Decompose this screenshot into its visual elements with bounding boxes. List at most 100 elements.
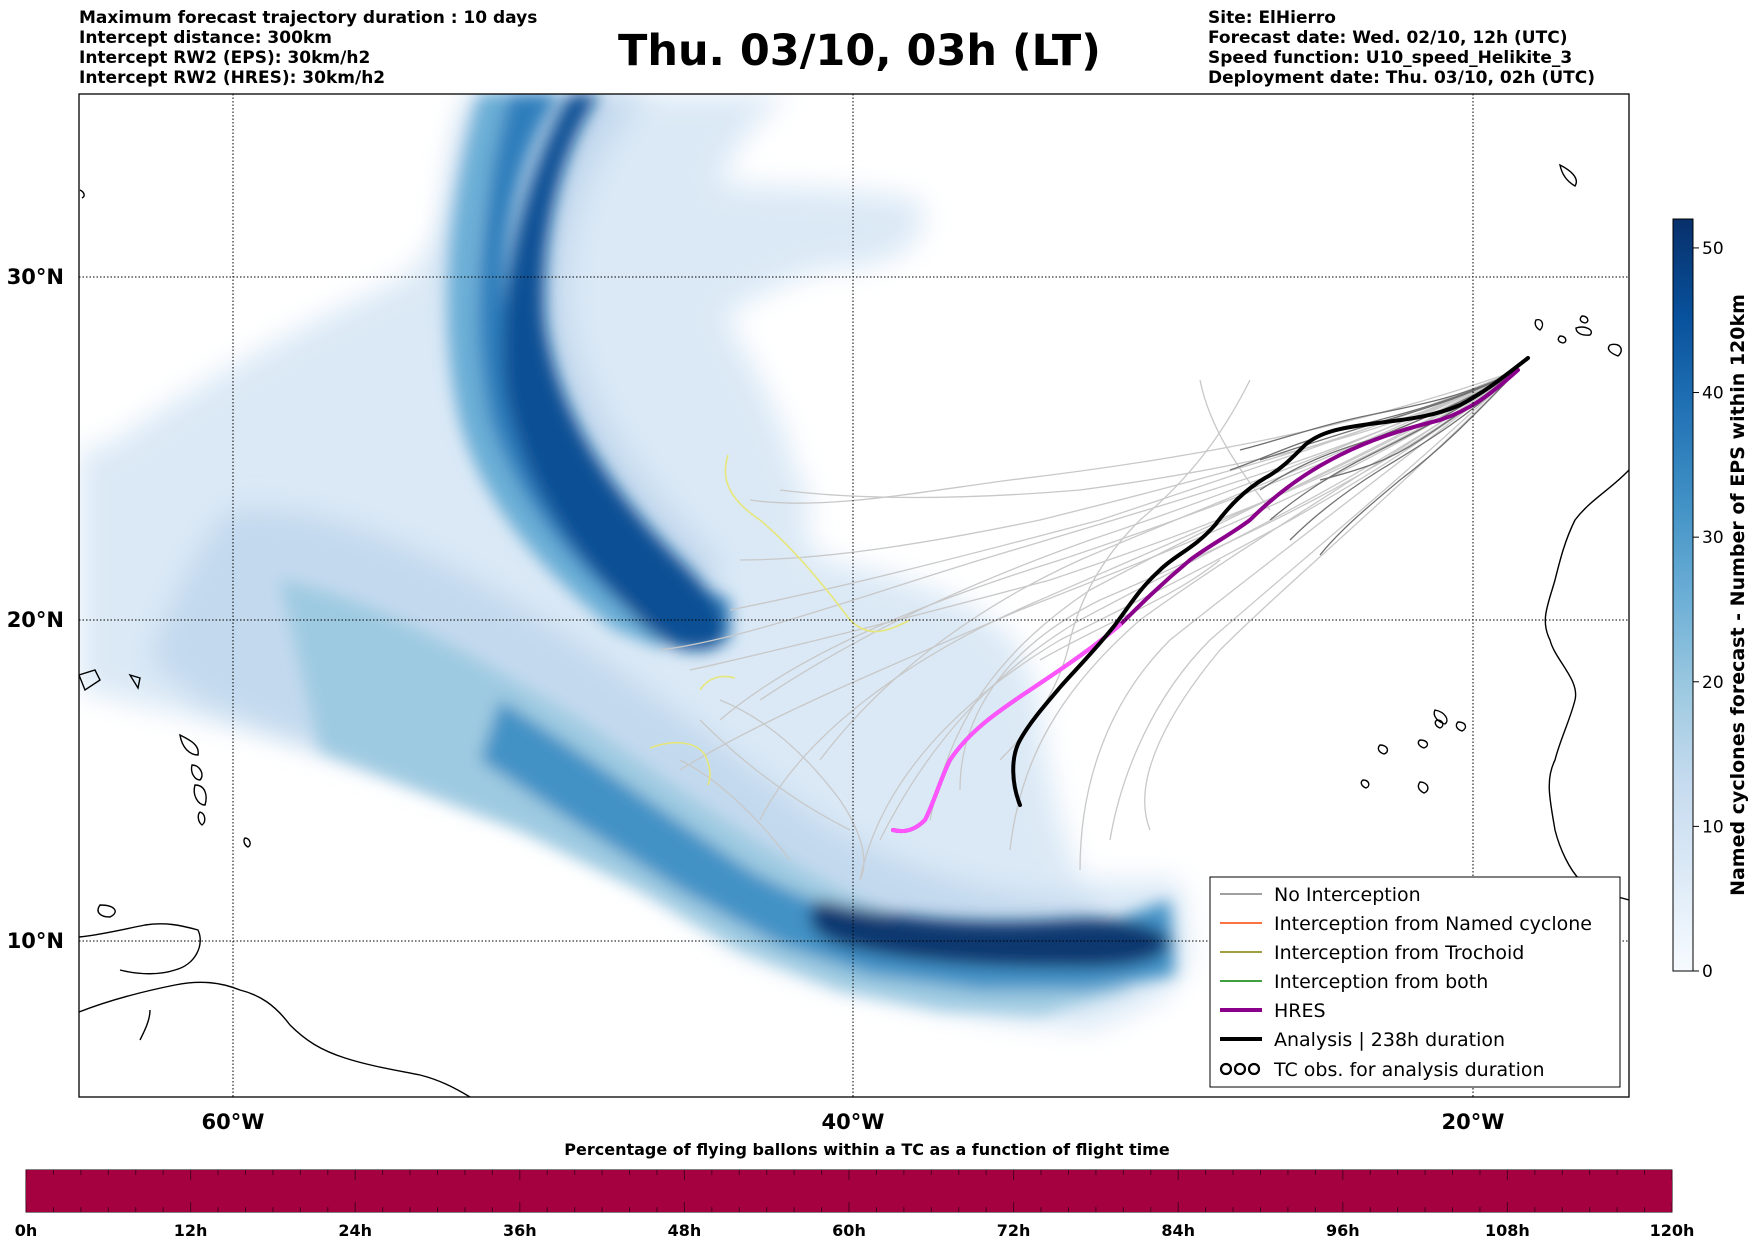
- flight-time-bar: Percentage of flying ballons within a TC…: [15, 1140, 1695, 1240]
- density-south-band-core: [809, 900, 1170, 969]
- island-cape-verde: [1417, 739, 1429, 749]
- lat-label-10n: 10°N: [7, 929, 64, 953]
- map-frame: [78, 93, 1630, 1098]
- legend-box: [1209, 876, 1621, 1088]
- colorbar-ticks: 50 40 30 20 10 0: [1693, 239, 1724, 982]
- legend-label-analysis: Analysis | 238h duration: [1274, 1029, 1505, 1051]
- coastlines: [79, 163, 1629, 1097]
- eps-track: [819, 369, 1519, 761]
- density-core: [280, 94, 1175, 1015]
- header-right-line-3: Speed function: U10_speed_Helikite_3: [1208, 48, 1573, 68]
- header-right-line-1: Site: ElHierro: [1208, 8, 1336, 28]
- colorbar-label: Named cyclones forecast - Number of EPS …: [1727, 294, 1749, 896]
- density-level-2-band: [446, 94, 720, 640]
- header-right-line-4: Deployment date: Thu. 03/10, 02h (UTC): [1208, 68, 1595, 88]
- eps-track: [689, 369, 1519, 671]
- island: [243, 837, 251, 848]
- island: [193, 784, 207, 806]
- eps-track: [1319, 369, 1519, 556]
- colorbar-gradient: [1672, 218, 1694, 972]
- legend-label-tc-obs: TC obs. for analysis duration: [1273, 1059, 1545, 1081]
- lat-label-20n: 20°N: [7, 608, 64, 632]
- bar-tick-label: 36h: [503, 1221, 537, 1240]
- bar-tick-label: 96h: [1326, 1221, 1360, 1240]
- header-left-line-2: Intercept distance: 300km: [79, 28, 332, 48]
- island-cape-verde: [1455, 721, 1467, 732]
- cyclone-density-field: [79, 94, 1190, 1030]
- eps-track: [1289, 369, 1519, 541]
- island: [128, 673, 141, 690]
- colorbar-tick-label: 20: [1702, 673, 1724, 693]
- legend-label-hres: HRES: [1274, 1000, 1326, 1022]
- bar-tick-label: 108h: [1485, 1221, 1530, 1240]
- axis-labels: 30°N 20°N 10°N 60°W 40°W 20°W: [7, 265, 1505, 1134]
- island-canary: [1575, 326, 1592, 336]
- island-cape-verde: [1434, 719, 1444, 729]
- eps-track: [1239, 369, 1519, 451]
- eps-track: [1109, 369, 1519, 841]
- island-martinique: [179, 733, 199, 756]
- eps-track: [959, 369, 1519, 791]
- legend-label-both: Interception from both: [1274, 971, 1488, 993]
- island-cape-verde: [1433, 709, 1448, 725]
- header-left-line-3: Intercept RW2 (EPS): 30km/h2: [79, 48, 371, 68]
- eps-track: [759, 369, 1519, 821]
- eps-track: [929, 369, 1519, 821]
- eps-track: [859, 369, 1519, 881]
- eps-track: [679, 369, 1519, 771]
- bar-tick-label: 24h: [338, 1221, 372, 1240]
- island-canary: [1534, 318, 1544, 331]
- coast-fragment: [139, 1009, 151, 1041]
- eps-track: [659, 369, 1519, 651]
- island-cape-verde: [1417, 781, 1429, 794]
- density-north-band-outer: [448, 94, 665, 650]
- bar-tick-label: 84h: [1161, 1221, 1195, 1240]
- analysis-track: [1011, 356, 1530, 807]
- colorbar: 50 40 30 20 10 0 Named cyclones forecast - Nu…: [1672, 218, 1749, 982]
- header-info-right: Site: ElHierro Forecast date: Wed. 02/10…: [1208, 8, 1595, 88]
- colorbar-tick-label: 0: [1702, 962, 1713, 982]
- island: [79, 669, 101, 692]
- africa-coast: [1544, 469, 1629, 901]
- island-cape-verde: [1360, 779, 1370, 789]
- yellow-track: [699, 675, 736, 691]
- coast-fragment: [79, 189, 85, 199]
- eps-tracks-light: [659, 369, 1519, 881]
- bar-tick-label: 120h: [1650, 1221, 1695, 1240]
- island: [197, 811, 206, 826]
- lon-label-60w: 60°W: [202, 1110, 265, 1134]
- header-left-line-1: Maximum forecast trajectory duration : 1…: [79, 8, 538, 28]
- south-america-coast: [79, 981, 471, 1097]
- island-madeira: [1559, 163, 1577, 187]
- density-north-band-mid: [478, 94, 730, 650]
- bar-tick-label: 0h: [15, 1221, 38, 1240]
- island: [97, 904, 116, 918]
- map-area[interactable]: [78, 93, 1630, 1098]
- lat-label-30n: 30°N: [7, 265, 64, 289]
- density-northeast-lobe: [560, 170, 924, 330]
- density-north-band-core: [502, 94, 725, 651]
- bar-tick-label: 48h: [668, 1221, 702, 1240]
- eps-track: [1199, 379, 1271, 511]
- header-info-left: Maximum forecast trajectory duration : 1…: [79, 8, 537, 88]
- yellow-tracks: [649, 454, 911, 786]
- yellow-track: [724, 454, 911, 633]
- island-cape-verde: [1377, 744, 1389, 755]
- lon-label-20w: 20°W: [1442, 1110, 1505, 1134]
- flight-time-bar-title: Percentage of flying ballons within a TC…: [564, 1140, 1170, 1159]
- eps-track: [1079, 369, 1519, 871]
- legend: No Interception Interception from Named …: [1209, 876, 1621, 1088]
- caribbean-coast: [79, 923, 201, 975]
- header-right-line-2: Forecast date: Wed. 02/10, 12h (UTC): [1208, 28, 1568, 48]
- hres-track-recent: [891, 623, 1122, 834]
- header-left-line-4: Intercept RW2 (HRES): 30km/h2: [79, 68, 386, 88]
- colorbar-tick-label: 30: [1702, 528, 1724, 548]
- eps-track: [879, 369, 1519, 841]
- colorbar-tick-label: 40: [1702, 384, 1724, 404]
- colorbar-tick-label: 10: [1702, 817, 1724, 837]
- map-content: [79, 94, 1629, 1097]
- tc-obs-icon: [1219, 1062, 1261, 1076]
- island: [190, 764, 203, 781]
- flight-time-bar-ticks: 0h 12h 24h 36h 48h 60h 72h 84h 96h 108h 120h: [15, 1170, 1695, 1240]
